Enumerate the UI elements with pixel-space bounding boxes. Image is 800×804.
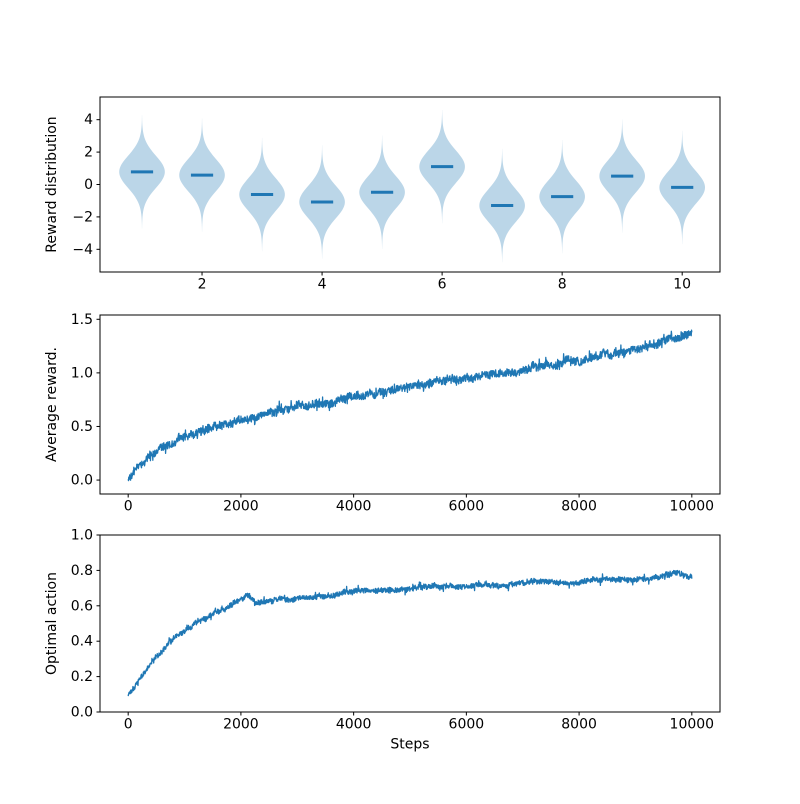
y-tick-label: −2 xyxy=(72,209,93,225)
data-line-optimal-action xyxy=(127,569,693,697)
y-tick-label: 0.8 xyxy=(71,563,93,579)
data-line-average-reward xyxy=(127,329,693,482)
x-tick-label: 0 xyxy=(124,717,133,733)
y-tick-label: 2 xyxy=(84,145,93,161)
x-tick-label: 4 xyxy=(318,277,327,293)
plot-area-reward-distribution xyxy=(119,109,705,263)
y-tick-label: 0.0 xyxy=(71,473,93,489)
subplot-optimal-action: 0 2000 4000 6000 8000 10000 0.0 0.2 0.4 0.6 0.8 1.0… xyxy=(44,528,721,753)
x-tick-label: 10000 xyxy=(670,717,715,733)
x-tick-label: 8 xyxy=(558,277,567,293)
x-tick-label: 4000 xyxy=(336,717,372,733)
x-tick-label: 2 xyxy=(198,277,207,293)
subplot-average-reward: 0 2000 4000 6000 8000 10000 0.0 0.5 1.0 1.5 Averag… xyxy=(44,312,721,515)
y-tick-label: 0 xyxy=(84,177,93,193)
plot-area-average-reward xyxy=(127,329,693,482)
x-tick-label: 6 xyxy=(438,277,447,293)
axes-spines xyxy=(99,534,721,713)
y-tick-label: 1.0 xyxy=(71,365,93,381)
subplot-reward-distribution: 2 4 6 8 10 −4 −2 0 2 4 Reward distribution xyxy=(44,96,721,293)
y-axis-label-optimal-action: Optimal action xyxy=(44,572,60,675)
y-tick-label: 1.5 xyxy=(71,312,93,328)
y-axis-label-average-reward: Average reward. xyxy=(44,347,60,462)
x-tick-label: 6000 xyxy=(449,717,485,733)
y-tick-label: 0.0 xyxy=(71,705,93,721)
y-tick-label: 0.2 xyxy=(71,669,93,685)
x-tick-label: 0 xyxy=(124,499,133,515)
y-tick-label: 0.5 xyxy=(71,419,93,435)
x-tick-label: 10 xyxy=(673,277,691,293)
x-tick-label: 8000 xyxy=(561,717,597,733)
x-axis-label-optimal-action: Steps xyxy=(390,737,429,753)
x-tick-label: 8000 xyxy=(561,499,597,515)
plot-area-optimal-action xyxy=(127,569,693,697)
x-tick-label: 4000 xyxy=(336,499,372,515)
y-tick-label: 0.4 xyxy=(71,634,93,650)
x-tick-label: 2000 xyxy=(223,499,259,515)
x-tick-label: 6000 xyxy=(449,499,485,515)
y-axis-label-reward-distribution: Reward distribution xyxy=(44,116,60,252)
y-tick-label: 0.6 xyxy=(71,598,93,614)
y-tick-label: 4 xyxy=(84,112,93,128)
y-tick-label: −4 xyxy=(72,242,93,258)
x-tick-label: 10000 xyxy=(670,499,715,515)
x-tick-label: 2000 xyxy=(223,717,259,733)
y-tick-label: 1.0 xyxy=(71,528,93,544)
axes-spines xyxy=(99,314,721,495)
